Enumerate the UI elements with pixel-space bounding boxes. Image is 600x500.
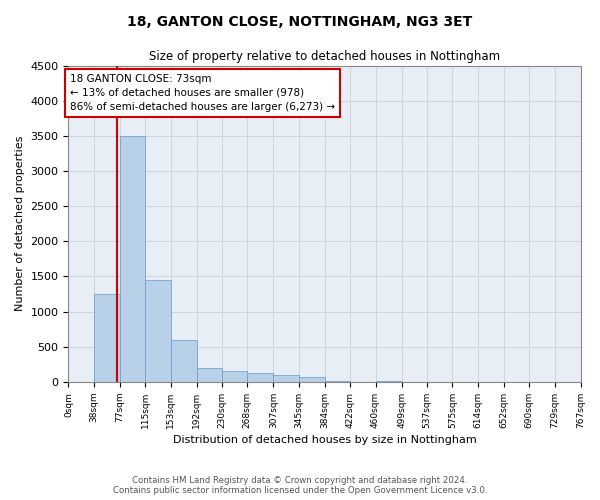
Bar: [94, 294, 120, 382]
Bar: [274, 375, 299, 382]
X-axis label: Distribution of detached houses by size in Nottingham: Distribution of detached houses by size …: [173, 435, 476, 445]
Text: 18, GANTON CLOSE, NOTTINGHAM, NG3 3ET: 18, GANTON CLOSE, NOTTINGHAM, NG3 3ET: [127, 15, 473, 29]
Bar: [197, 368, 222, 382]
Bar: [222, 372, 247, 382]
Bar: [170, 340, 197, 382]
Bar: [247, 373, 274, 382]
Bar: [325, 380, 350, 382]
Bar: [145, 280, 170, 382]
Text: Contains HM Land Registry data © Crown copyright and database right 2024.
Contai: Contains HM Land Registry data © Crown c…: [113, 476, 487, 495]
Bar: [120, 136, 145, 382]
Y-axis label: Number of detached properties: Number of detached properties: [15, 136, 25, 312]
Title: Size of property relative to detached houses in Nottingham: Size of property relative to detached ho…: [149, 50, 500, 63]
Text: 18 GANTON CLOSE: 73sqm
← 13% of detached houses are smaller (978)
86% of semi-de: 18 GANTON CLOSE: 73sqm ← 13% of detached…: [70, 74, 335, 112]
Bar: [299, 377, 325, 382]
Bar: [376, 380, 401, 382]
